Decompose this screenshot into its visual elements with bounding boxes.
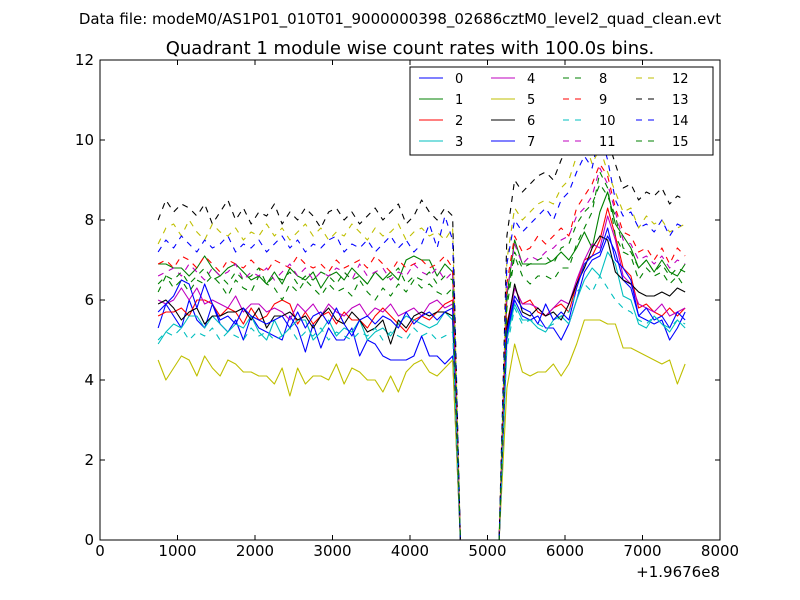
series-line-3 (157, 251, 686, 541)
legend-label-8: 8 (599, 72, 607, 87)
series-line-8 (157, 171, 686, 541)
series-line-11 (157, 167, 686, 541)
legend-label-5: 5 (527, 93, 535, 108)
series-line-9 (157, 163, 686, 541)
series-line-12 (157, 139, 686, 541)
x-tick-label: 1000 (158, 542, 196, 560)
y-tick-label: 0 (84, 531, 94, 549)
legend-label-7: 7 (527, 135, 535, 150)
series-line-6 (157, 235, 686, 541)
legend-label-15: 15 (672, 135, 689, 150)
y-tick-label: 4 (84, 371, 94, 389)
y-tick-label: 12 (75, 51, 94, 69)
legend-label-10: 10 (599, 114, 616, 129)
x-tick-label: 3000 (313, 542, 351, 560)
legend-label-14: 14 (672, 114, 689, 129)
x-tick-label: 8000 (701, 542, 739, 560)
legend-label-3: 3 (455, 135, 463, 150)
legend-label-11: 11 (599, 135, 616, 150)
series-line-10 (157, 275, 686, 541)
y-tick-label: 10 (75, 131, 94, 149)
series-group (157, 99, 686, 541)
legend-label-6: 6 (527, 114, 535, 129)
series-line-7 (157, 227, 686, 541)
series-line-15 (157, 183, 686, 541)
x-offset-label: +1.9676e8 (636, 563, 720, 581)
legend-label-1: 1 (455, 93, 463, 108)
y-tick-label: 6 (84, 291, 94, 309)
suptitle: Data file: modeM0/AS1P01_010T01_90000003… (79, 10, 721, 29)
legend-label-9: 9 (599, 93, 607, 108)
x-tick-label: 4000 (391, 542, 429, 560)
legend-label-4: 4 (527, 72, 535, 87)
legend-label-2: 2 (455, 114, 463, 129)
x-axis: 0 1000 2000 3000 4000 5000 6000 7000 8000 (95, 60, 739, 560)
x-tick-label: 0 (95, 542, 105, 560)
x-tick-label: 5000 (468, 542, 506, 560)
series-line-0 (157, 235, 686, 541)
y-tick-label: 8 (84, 211, 94, 229)
y-tick-label: 2 (84, 451, 94, 469)
legend-label-0: 0 (455, 72, 463, 87)
x-tick-label: 6000 (546, 542, 584, 560)
chart-title: Quadrant 1 module wise count rates with … (166, 38, 655, 59)
legend-label-12: 12 (672, 72, 689, 87)
x-tick-label: 2000 (236, 542, 274, 560)
legend-frame (409, 66, 714, 156)
legend-label-13: 13 (672, 93, 689, 108)
x-tick-label: 7000 (623, 542, 661, 560)
series-line-5 (157, 319, 686, 541)
